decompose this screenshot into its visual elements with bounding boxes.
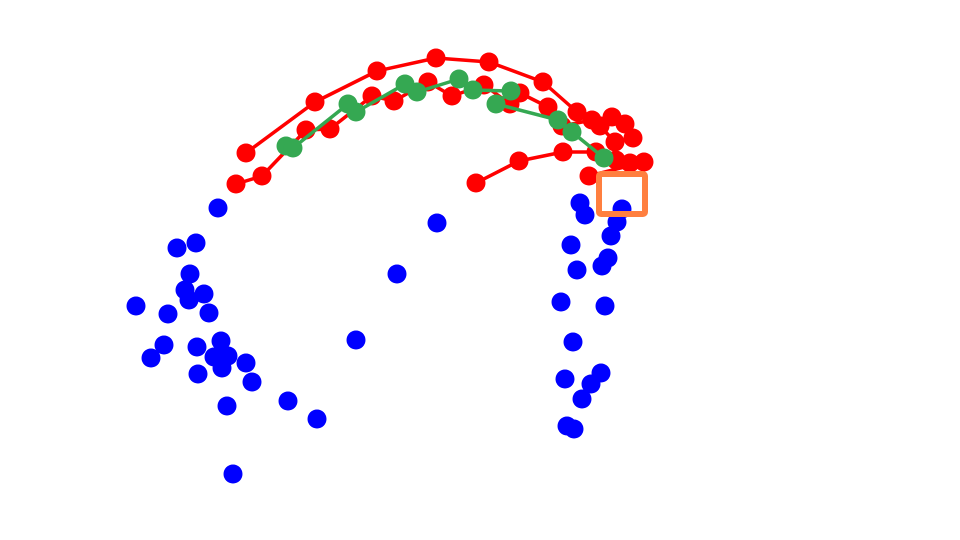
trajectory-3-point-2: [553, 142, 573, 162]
trajectory-1-line: [244, 56, 617, 155]
scattered-points-point-44: [564, 419, 584, 439]
trajectory-3-point-0: [466, 173, 486, 193]
predicted-path-point-6: [449, 69, 469, 89]
trajectory-3-point-5: [620, 153, 640, 173]
trajectory-1-point-0: [236, 143, 256, 163]
trajectory-2-point-11: [538, 97, 558, 117]
target-box-annotation: [596, 171, 648, 217]
scattered-points-point-25: [387, 264, 407, 284]
scattered-points-point-31: [601, 226, 621, 246]
scattered-points-point-7: [199, 303, 219, 323]
scattered-points-point-2: [186, 233, 206, 253]
scattered-points-point-23: [223, 464, 243, 484]
scattered-points-point-9: [158, 304, 178, 324]
scattered-points-point-21: [278, 391, 298, 411]
trajectory-3-point-6: [634, 152, 654, 172]
scattered-points-point-26: [427, 213, 447, 233]
predicted-path-point-7: [463, 80, 483, 100]
scattered-points-point-18: [188, 364, 208, 384]
scattered-points-point-41: [581, 374, 601, 394]
trajectory-2-point-16: [623, 128, 643, 148]
scattered-points-point-36: [551, 292, 571, 312]
trajectory-2-point-5: [384, 91, 404, 111]
scattered-points-point-17: [236, 353, 256, 373]
trajectory-1-point-2: [367, 61, 387, 81]
predicted-path-markers: [276, 69, 614, 168]
trajectory-2-point-7: [442, 86, 462, 106]
scattered-points-point-22: [307, 409, 327, 429]
scattered-points-point-38: [563, 332, 583, 352]
predicted-path-point-10: [548, 110, 568, 130]
scattered-points-markers: [126, 193, 632, 484]
predicted-path-point-1: [283, 138, 303, 158]
trajectory-2-point-1: [252, 166, 272, 186]
scattered-points-point-35: [567, 260, 587, 280]
trajectory-1-point-6: [567, 102, 587, 122]
trajectory-2-point-13: [582, 110, 602, 130]
trajectory-3-markers: [466, 142, 654, 193]
trajectory-1-point-8: [605, 132, 625, 152]
series-points: [126, 48, 654, 484]
trajectory-3-point-1: [509, 151, 529, 171]
scattered-points-point-32: [561, 235, 581, 255]
predicted-path-point-3: [346, 102, 366, 122]
scattered-points-point-24: [346, 330, 366, 350]
scattered-points-point-19: [242, 372, 262, 392]
trajectory-3-point-7: [579, 166, 599, 186]
scattered-points-point-11: [141, 348, 161, 368]
predicted-path-point-8: [501, 81, 521, 101]
scattered-points-point-12: [187, 337, 207, 357]
scattered-points-point-6: [179, 290, 199, 310]
scattered-points-point-8: [126, 296, 146, 316]
scattered-points-point-0: [208, 198, 228, 218]
predicted-path-point-5: [407, 82, 427, 102]
trajectory-2-point-0: [226, 174, 246, 194]
scattered-points-point-34: [592, 256, 612, 276]
scattered-points-point-16: [212, 358, 232, 378]
predicted-path-point-9: [486, 94, 506, 114]
trajectory-2-point-15: [615, 114, 635, 134]
scattered-points-point-3: [180, 264, 200, 284]
scattered-points-point-13: [211, 331, 231, 351]
scattered-points-point-42: [572, 389, 592, 409]
trajectory-1-point-4: [479, 52, 499, 72]
trajectory-1-point-1: [305, 92, 325, 112]
scattered-points-point-1: [167, 238, 187, 258]
predicted-path-point-11: [562, 122, 582, 142]
predicted-path-point-12: [594, 148, 614, 168]
scattered-points-point-5: [194, 284, 214, 304]
scattered-points-point-20: [217, 396, 237, 416]
scattered-points-point-39: [555, 369, 575, 389]
trajectory-1-point-3: [426, 48, 446, 68]
scattered-points-point-28: [575, 205, 595, 225]
trajectory-1-point-5: [533, 72, 553, 92]
annotations: [596, 171, 648, 217]
scattered-points-point-10: [154, 335, 174, 355]
scattered-points-point-37: [595, 296, 615, 316]
